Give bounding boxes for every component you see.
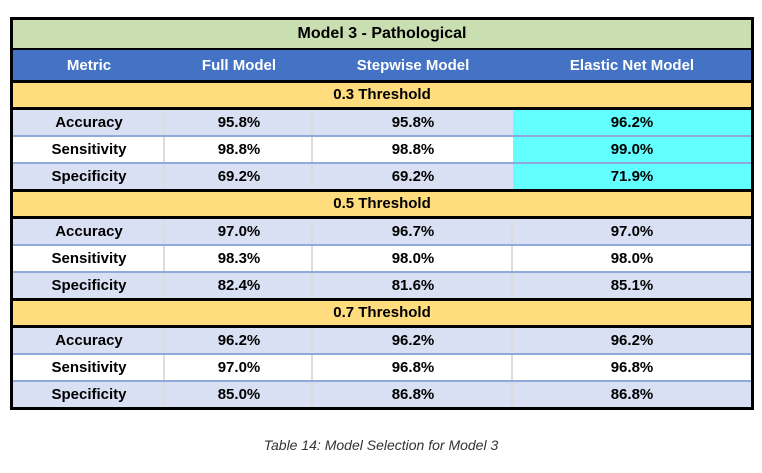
table-row: Accuracy 97.0% 96.7% 97.0%	[13, 219, 751, 244]
value-cell: 96.2%	[511, 328, 751, 353]
value-cell: 98.8%	[163, 137, 313, 162]
metric-label: Accuracy	[55, 114, 123, 131]
value-cell: 95.8%	[163, 110, 313, 135]
value-cell: 85.1%	[511, 273, 751, 298]
metric-label: Sensitivity	[51, 250, 127, 267]
value-cell: 96.8%	[311, 355, 513, 380]
value-cell: 98.0%	[511, 246, 751, 271]
column-header-stepwise-model: Stepwise Model	[356, 56, 470, 74]
value-cell-highlighted: 99.0%	[513, 137, 751, 162]
table-row: Sensitivity 97.0% 96.8% 96.8%	[13, 353, 751, 380]
value-cell-highlighted: 71.9%	[513, 164, 751, 189]
table-row: Sensitivity 98.3% 98.0% 98.0%	[13, 244, 751, 271]
value-cell: 96.8%	[511, 355, 751, 380]
value-cell: 98.3%	[163, 246, 313, 271]
table-header-row: Metric Full Model Stepwise Model Elastic…	[13, 50, 751, 80]
value-cell: 96.2%	[311, 328, 513, 353]
value-cell: 97.0%	[511, 219, 751, 244]
value-cell: 81.6%	[311, 273, 513, 298]
value-cell-highlighted: 96.2%	[513, 110, 751, 135]
value-cell: 95.8%	[311, 110, 513, 135]
table-row: Sensitivity 98.8% 98.8% 99.0%	[13, 135, 751, 162]
table-row: Specificity 82.4% 81.6% 85.1%	[13, 271, 751, 298]
value-cell: 98.8%	[311, 137, 513, 162]
value-cell: 97.0%	[163, 219, 313, 244]
table-row: Accuracy 95.8% 95.8% 96.2%	[13, 110, 751, 135]
value-cell: 85.0%	[163, 382, 313, 407]
metric-label: Specificity	[51, 386, 127, 403]
value-cell: 86.8%	[311, 382, 513, 407]
value-cell: 98.0%	[311, 246, 513, 271]
value-cell: 69.2%	[311, 164, 513, 189]
value-cell: 96.7%	[311, 219, 513, 244]
metric-label: Sensitivity	[51, 359, 127, 376]
table-row: Specificity 69.2% 69.2% 71.9%	[13, 162, 751, 189]
section-band-label: 0.7 Threshold	[13, 301, 751, 328]
value-cell: 97.0%	[163, 355, 313, 380]
metric-label: Accuracy	[55, 332, 123, 349]
section-threshold-05: 0.5 Threshold Accuracy 97.0% 96.7% 97.0%…	[13, 189, 751, 298]
column-header-metric: Metric	[66, 56, 112, 74]
section-band-label: 0.3 Threshold	[13, 83, 751, 110]
metric-label: Accuracy	[55, 223, 123, 240]
table-title: Model 3 - Pathological	[13, 20, 751, 50]
section-threshold-07: 0.7 Threshold Accuracy 96.2% 96.2% 96.2%…	[13, 298, 751, 407]
metric-label: Sensitivity	[51, 141, 127, 158]
column-header-full-model: Full Model	[201, 56, 277, 74]
value-cell: 86.8%	[511, 382, 751, 407]
table-row: Specificity 85.0% 86.8% 86.8%	[13, 380, 751, 407]
section-threshold-03: 0.3 Threshold Accuracy 95.8% 95.8% 96.2%…	[13, 80, 751, 189]
column-header-elastic-net-model: Elastic Net Model	[569, 56, 695, 74]
table-caption: Table 14: Model Selection for Model 3	[263, 437, 499, 453]
model-selection-table: Model 3 - Pathological Metric Full Model…	[10, 17, 754, 410]
metric-label: Specificity	[51, 277, 127, 294]
table-row: Accuracy 96.2% 96.2% 96.2%	[13, 328, 751, 353]
section-band-label: 0.5 Threshold	[13, 192, 751, 219]
value-cell: 82.4%	[163, 273, 313, 298]
value-cell: 69.2%	[163, 164, 313, 189]
metric-label: Specificity	[51, 168, 127, 185]
value-cell: 96.2%	[163, 328, 313, 353]
